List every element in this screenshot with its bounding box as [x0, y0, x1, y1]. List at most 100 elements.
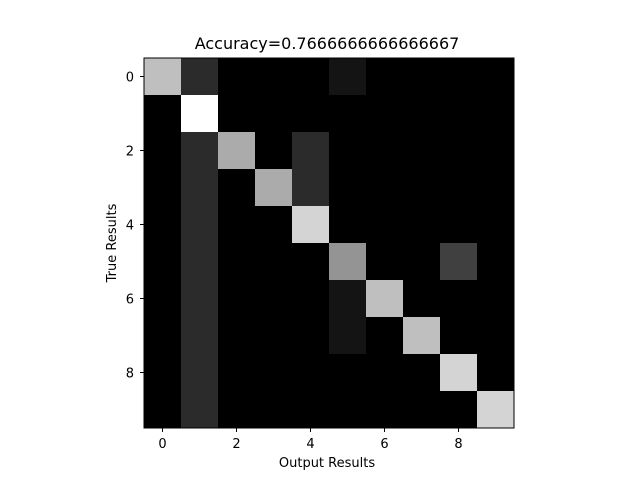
heatmap-cell-r1-c9	[477, 95, 515, 133]
heatmap-cell-r8-c8	[440, 354, 478, 392]
heatmap-cell-r4-c2	[218, 206, 256, 244]
heatmap-cell-r4-c4	[292, 206, 330, 244]
heatmap-cell-r6-c4	[292, 280, 330, 318]
heatmap-cell-r8-c7	[403, 354, 441, 392]
heatmap-cell-r5-c5	[329, 243, 367, 281]
heatmap-cell-r2-c9	[477, 132, 515, 170]
heatmap-cell-r7-c9	[477, 317, 515, 355]
y-tick-label-4: 4	[126, 219, 134, 234]
heatmap-cell-r2-c0	[144, 132, 182, 170]
heatmap-cell-r2-c2	[218, 132, 256, 170]
y-tick-label-8: 8	[126, 367, 134, 382]
heatmap-cell-r9-c8	[440, 391, 478, 429]
heatmap-cell-r4-c8	[440, 206, 478, 244]
heatmap-cell-r5-c2	[218, 243, 256, 281]
heatmap-cell-r3-c5	[329, 169, 367, 207]
heatmap-cell-r8-c5	[329, 354, 367, 392]
heatmap-cell-r8-c1	[181, 354, 219, 392]
heatmap-cell-r3-c7	[403, 169, 441, 207]
heatmap-cell-r4-c7	[403, 206, 441, 244]
heatmap-cell-r5-c9	[477, 243, 515, 281]
heatmap-cell-r6-c3	[255, 280, 293, 318]
heatmap-cell-r2-c3	[255, 132, 293, 170]
heatmap-cell-r8-c3	[255, 354, 293, 392]
y-axis-ticks: 0 2 4 6 8	[126, 71, 144, 382]
x-tick-label-4: 4	[306, 437, 314, 452]
heatmap-cell-r1-c1	[181, 95, 219, 133]
heatmap-cell-r4-c1	[181, 206, 219, 244]
heatmap-cell-r3-c9	[477, 169, 515, 207]
heatmap-cell-r9-c4	[292, 391, 330, 429]
heatmap-cell-r9-c3	[255, 391, 293, 429]
heatmap-cell-r0-c9	[477, 58, 515, 96]
heatmap-cell-r6-c6	[366, 280, 404, 318]
heatmap-cell-r6-c1	[181, 280, 219, 318]
heatmap-cell-r2-c4	[292, 132, 330, 170]
x-axis-ticks: 0 2 4 6 8	[158, 428, 463, 452]
heatmap-cell-r3-c8	[440, 169, 478, 207]
heatmap-cell-r1-c7	[403, 95, 441, 133]
x-axis-label: Output Results	[279, 456, 375, 471]
heatmap-cell-r9-c1	[181, 391, 219, 429]
heatmap-cell-r7-c2	[218, 317, 256, 355]
y-tick-label-2: 2	[126, 145, 134, 160]
heatmap-cell-r0-c7	[403, 58, 441, 96]
heatmap-cell-r1-c8	[440, 95, 478, 133]
heatmap-cell-r2-c1	[181, 132, 219, 170]
heatmap-cell-r0-c0	[144, 58, 182, 96]
y-tick-label-6: 6	[126, 293, 134, 308]
heatmap-cell-r2-c8	[440, 132, 478, 170]
heatmap-cell-r5-c3	[255, 243, 293, 281]
heatmap-cell-r2-c6	[366, 132, 404, 170]
heatmap-cell-r0-c3	[255, 58, 293, 96]
heatmap-cell-r9-c0	[144, 391, 182, 429]
heatmap-cell-r6-c7	[403, 280, 441, 318]
heatmap-cell-r7-c3	[255, 317, 293, 355]
heatmap-cell-r4-c3	[255, 206, 293, 244]
heatmap-cell-r8-c9	[477, 354, 515, 392]
heatmap-cell-r0-c1	[181, 58, 219, 96]
x-tick-label-6: 6	[380, 437, 388, 452]
heatmap-cell-r5-c0	[144, 243, 182, 281]
heatmap-cell-r0-c4	[292, 58, 330, 96]
heatmap-cell-r5-c7	[403, 243, 441, 281]
plot-frame	[143, 57, 515, 429]
heatmap-cell-r9-c7	[403, 391, 441, 429]
heatmap-cell-r7-c1	[181, 317, 219, 355]
heatmap-cell-r4-c9	[477, 206, 515, 244]
heatmap-cell-r0-c6	[366, 58, 404, 96]
chart-title: Accuracy=0.7666666666666667	[195, 34, 460, 53]
heatmap-cell-r2-c7	[403, 132, 441, 170]
heatmap-cell-r2-c5	[329, 132, 367, 170]
heatmap-cell-r7-c8	[440, 317, 478, 355]
heatmap-cell-r9-c2	[218, 391, 256, 429]
x-tick-label-2: 2	[232, 437, 240, 452]
heatmap-cell-r1-c2	[218, 95, 256, 133]
heatmap-cell-r1-c4	[292, 95, 330, 133]
y-axis-label: True Results	[105, 203, 120, 283]
heatmap-cell-r9-c6	[366, 391, 404, 429]
heatmap-cell-r6-c5	[329, 280, 367, 318]
x-tick-label-0: 0	[158, 437, 166, 452]
heatmap-cells	[144, 58, 515, 429]
heatmap-cell-r8-c6	[366, 354, 404, 392]
heatmap-cell-r3-c4	[292, 169, 330, 207]
heatmap-cell-r7-c7	[403, 317, 441, 355]
heatmap-cell-r8-c2	[218, 354, 256, 392]
heatmap-cell-r1-c6	[366, 95, 404, 133]
heatmap-cell-r0-c5	[329, 58, 367, 96]
heatmap-cell-r7-c0	[144, 317, 182, 355]
heatmap-cell-r4-c6	[366, 206, 404, 244]
heatmap-cell-r4-c5	[329, 206, 367, 244]
heatmap-cell-r5-c8	[440, 243, 478, 281]
y-tick-label-0: 0	[126, 71, 134, 86]
heatmap-cell-r9-c9	[477, 391, 515, 429]
heatmap-cell-r3-c2	[218, 169, 256, 207]
heatmap-cell-r8-c4	[292, 354, 330, 392]
heatmap-cell-r1-c0	[144, 95, 182, 133]
heatmap-cell-r6-c8	[440, 280, 478, 318]
heatmap-cell-r1-c3	[255, 95, 293, 133]
heatmap-cell-r6-c0	[144, 280, 182, 318]
x-tick-label-8: 8	[454, 437, 462, 452]
heatmap-cell-r0-c8	[440, 58, 478, 96]
